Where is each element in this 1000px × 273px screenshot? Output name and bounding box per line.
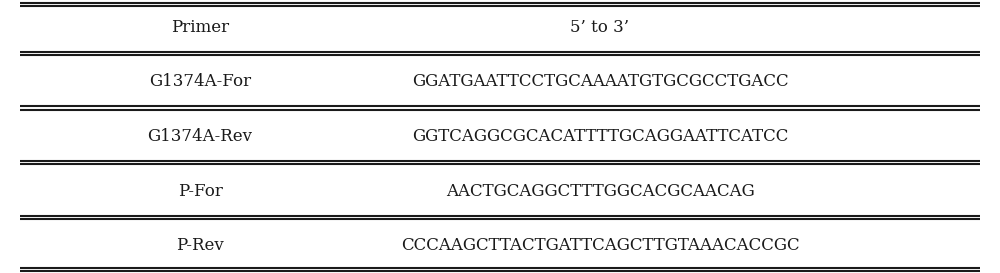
Text: G1374A-For: G1374A-For xyxy=(149,73,251,90)
Text: G1374A-Rev: G1374A-Rev xyxy=(148,128,252,145)
Text: P-Rev: P-Rev xyxy=(176,237,224,254)
Text: GGTCAGGCGCACATTTTGCAGGAATTCATCC: GGTCAGGCGCACATTTTGCAGGAATTCATCC xyxy=(412,128,788,145)
Text: GGATGAATTCCTGCAAAATGTGCGCCTGACC: GGATGAATTCCTGCAAAATGTGCGCCTGACC xyxy=(412,73,788,90)
Text: P-For: P-For xyxy=(178,183,222,200)
Text: 5’ to 3’: 5’ to 3’ xyxy=(570,19,630,36)
Text: CCCAAGCTTACTGATTCAGCTTGTAAACACCGC: CCCAAGCTTACTGATTCAGCTTGTAAACACCGC xyxy=(401,237,799,254)
Text: Primer: Primer xyxy=(171,19,229,36)
Text: AACTGCAGGCTTTGGCACGCAACAG: AACTGCAGGCTTTGGCACGCAACAG xyxy=(446,183,754,200)
